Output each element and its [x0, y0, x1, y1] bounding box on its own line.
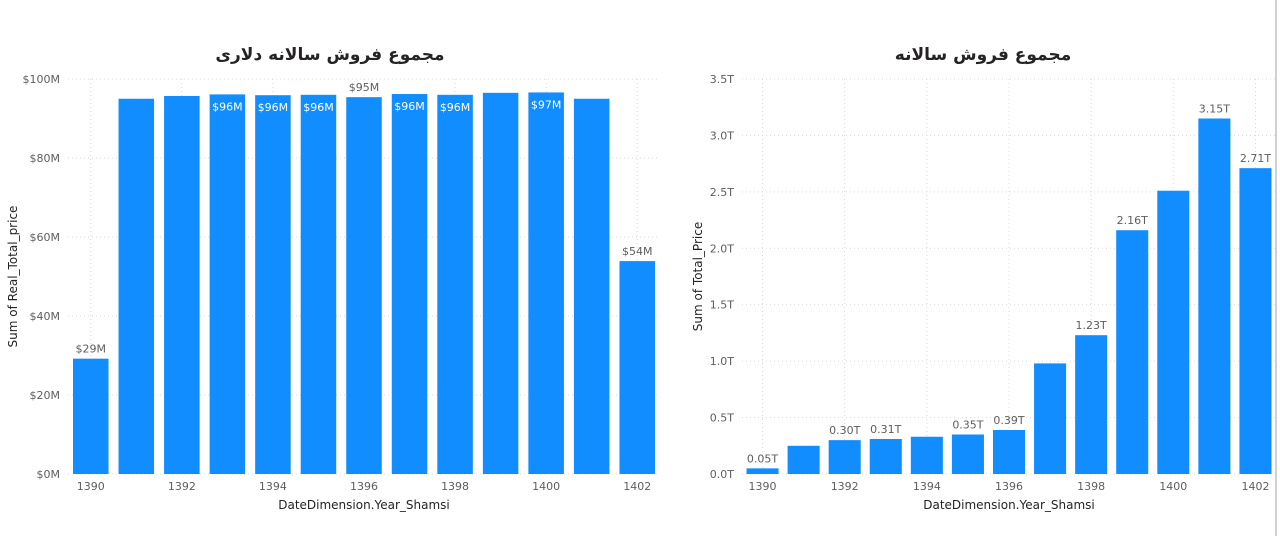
- dollar-annual-sales-chart-svg: مجموع فروش سالانه دلاری $0M $20M $40M $60M $8…: [6, 45, 660, 512]
- x-axis-title: DateDimension.Year_Shamsi: [923, 498, 1095, 512]
- chart-title: مجموع فروش سالانه دلاری: [215, 45, 444, 65]
- data-label: $96M: [212, 100, 243, 113]
- data-label: $95M: [349, 81, 380, 94]
- bar-1400: [1157, 190, 1190, 474]
- bar-1394: [255, 95, 291, 474]
- bar-1395: [300, 94, 337, 475]
- data-label: $96M: [440, 101, 471, 114]
- bar-1392: [828, 440, 861, 474]
- bar-1394: [910, 436, 943, 474]
- bar-1400: [528, 92, 564, 475]
- annual-sales-chart[interactable]: مجموع فروش سالانه 0.0T 0.5T 1.0T 1.5T 2.0T 2.5…: [680, 0, 1280, 536]
- x-tick-label: 1396: [350, 480, 378, 493]
- bar-1395: [951, 434, 984, 474]
- bar-1398: [1075, 335, 1108, 474]
- x-tick-label: 1400: [532, 480, 560, 493]
- bar-1398: [437, 94, 473, 475]
- data-label: 1.23T: [1076, 319, 1107, 332]
- y-tick-label: $0M: [37, 468, 61, 481]
- bar-1399: [1116, 230, 1149, 474]
- x-tick-label: 1398: [1077, 480, 1105, 493]
- data-label: 0.39T: [993, 414, 1024, 427]
- x-tick-label: 1398: [441, 480, 469, 493]
- y-tick-label: 2.5T: [710, 186, 734, 199]
- data-label: $29M: [76, 343, 107, 356]
- bar-1393: [869, 439, 902, 474]
- data-label: $97M: [531, 98, 562, 111]
- y-tick-label: 1.5T: [710, 299, 734, 312]
- dollar-annual-sales-chart[interactable]: مجموع فروش سالانه دلاری $0M $20M $40M $60M $8…: [0, 0, 665, 536]
- y-tick-label: 3.0T: [710, 129, 734, 142]
- x-tick-label: 1402: [623, 480, 651, 493]
- y-tick-label: $100M: [23, 73, 61, 86]
- bar-1397: [391, 94, 428, 474]
- x-tick-label: 1392: [168, 480, 196, 493]
- visual-divider: [1275, 0, 1277, 536]
- bar-1392: [164, 95, 200, 475]
- y-tick-label: $60M: [30, 231, 61, 244]
- bar-1402: [1239, 168, 1272, 474]
- y-tick-label: 0.0T: [710, 468, 734, 481]
- chart-title: مجموع فروش سالانه: [895, 45, 1071, 65]
- bar-1393: [209, 94, 246, 474]
- y-tick-label: $40M: [30, 310, 61, 323]
- x-tick-label: 1394: [913, 480, 941, 493]
- y-tick-label: $80M: [30, 152, 61, 165]
- y-tick-label: 2.0T: [710, 242, 734, 255]
- data-label: $96M: [258, 101, 289, 114]
- data-label: $96M: [303, 101, 334, 114]
- data-label: 0.30T: [829, 424, 860, 437]
- data-label: 0.31T: [870, 423, 901, 436]
- x-tick-label: 1400: [1159, 480, 1187, 493]
- bar-1402: [619, 261, 655, 474]
- y-axis-title: Sum of Real_Total_price: [6, 206, 20, 348]
- bar-1390: [73, 358, 109, 474]
- bar-1396: [346, 97, 382, 475]
- data-label: 0.35T: [952, 419, 983, 432]
- x-axis-title: DateDimension.Year_Shamsi: [278, 498, 450, 512]
- bar-1399: [482, 92, 519, 474]
- data-label: $96M: [394, 100, 425, 113]
- y-tick-label: $20M: [30, 389, 61, 402]
- x-tick-label: 1392: [831, 480, 859, 493]
- y-axis-title: Sum of Total_Price: [691, 222, 705, 331]
- x-tick-label: 1396: [995, 480, 1023, 493]
- y-tick-label: 1.0T: [710, 355, 734, 368]
- data-label: $54M: [622, 245, 653, 258]
- bar-1391: [787, 445, 820, 474]
- bar-1401: [1198, 118, 1231, 474]
- data-label: 0.05T: [747, 452, 778, 465]
- annual-sales-chart-svg: مجموع فروش سالانه 0.0T 0.5T 1.0T 1.5T 2.0T 2.5…: [691, 45, 1276, 512]
- x-tick-label: 1390: [749, 480, 777, 493]
- bar-1396: [992, 429, 1026, 474]
- bar-1391: [118, 98, 155, 474]
- bar-1390: [746, 468, 779, 474]
- data-label: 2.71T: [1240, 152, 1271, 165]
- data-label: 2.16T: [1117, 214, 1148, 227]
- data-label: 3.15T: [1199, 103, 1230, 116]
- y-tick-label: 3.5T: [710, 73, 734, 86]
- bar-1401: [573, 98, 610, 474]
- y-tick-label: 0.5T: [710, 412, 734, 425]
- x-tick-label: 1402: [1241, 480, 1269, 493]
- x-tick-label: 1390: [77, 480, 105, 493]
- x-tick-label: 1394: [259, 480, 287, 493]
- bar-1397: [1034, 363, 1067, 474]
